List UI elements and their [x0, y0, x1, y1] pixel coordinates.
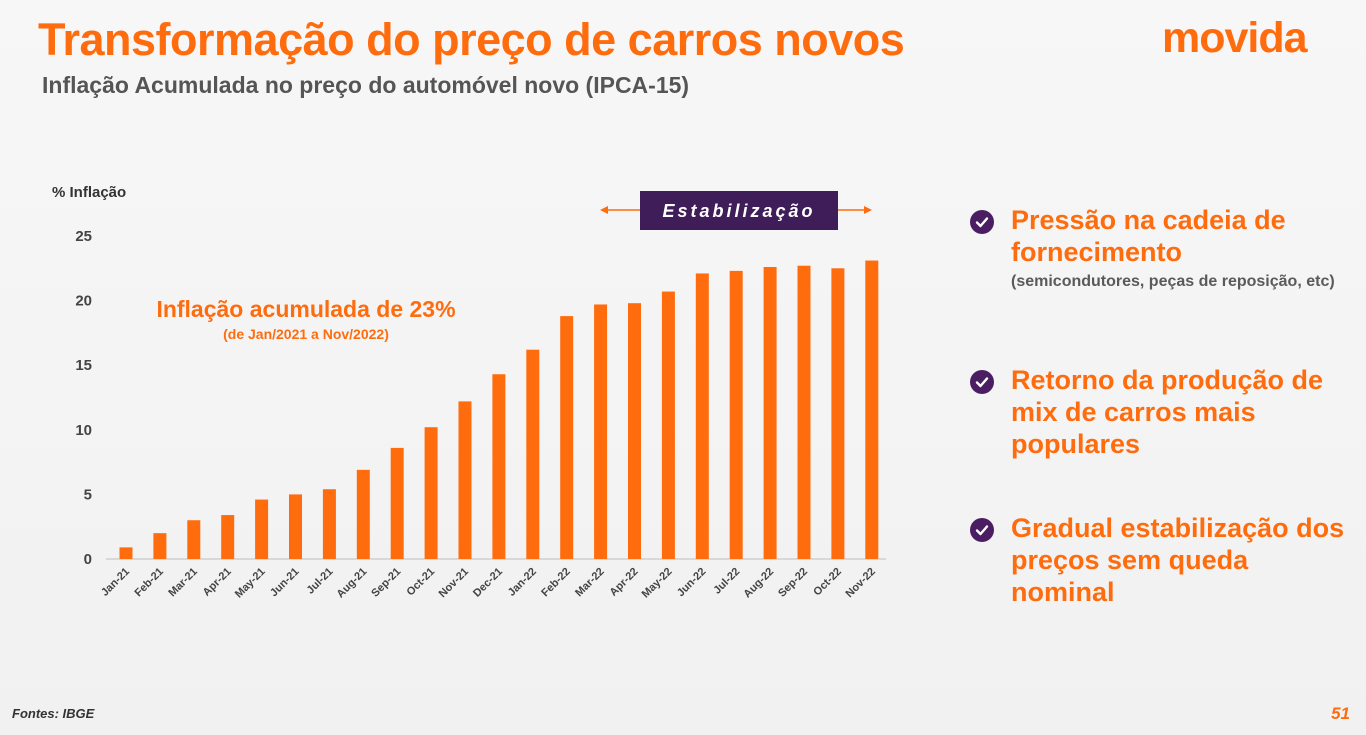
bar-aug-22: [763, 267, 777, 559]
x-tick-label: Jun-21: [268, 566, 302, 600]
bullet-title: Gradual estabilização dos preços sem que…: [1011, 513, 1345, 607]
x-tick-label: Jul-21: [305, 566, 336, 597]
x-tick-label: Mar-22: [573, 566, 607, 600]
x-tick-label: Sep-21: [369, 566, 403, 600]
bullet-title: Pressão na cadeia de fornecimento: [1011, 205, 1286, 267]
stabilization-right-arrowhead: [864, 206, 872, 214]
stabilization-box: [640, 191, 838, 230]
x-tick-label: Jul-22: [711, 566, 742, 597]
bar-apr-21: [221, 515, 235, 559]
x-tick-label: Mar-21: [166, 566, 200, 600]
bar-jan-21: [119, 547, 133, 559]
y-axis-label: % Inflação: [52, 184, 126, 201]
x-tick-label: Dec-21: [471, 566, 505, 600]
x-tick-label: May-21: [233, 566, 268, 601]
page-subtitle: Inflação Acumulada no preço do automóvel…: [42, 72, 690, 98]
stabilization-marker: Estabilização: [600, 191, 872, 230]
y-tick-label: 5: [84, 486, 92, 503]
x-tick-label: Jan-22: [506, 566, 539, 599]
bar-jul-22: [729, 270, 743, 559]
check-circle-icon: [970, 210, 994, 234]
bar-jun-21: [289, 494, 302, 559]
check-circle-icon: [970, 370, 994, 394]
inflation-bar-chart: % Inflação 0 5 10 15 20 25 Jan-21 Feb-21 Mar-21…: [52, 184, 886, 601]
bar-may-22: [661, 291, 675, 559]
bar-apr-22: [628, 303, 641, 559]
bar-may-21: [255, 499, 269, 559]
x-tick-label: Feb-21: [132, 566, 166, 600]
bar-jun-22: [695, 273, 709, 559]
bar-dec-21: [492, 374, 506, 559]
bar-nov-22: [865, 260, 879, 559]
bar-feb-22: [560, 316, 574, 559]
bar-mar-22: [594, 304, 608, 559]
x-tick-label: Aug-21: [335, 566, 370, 601]
x-tick-label: Sep-22: [776, 566, 810, 600]
x-tick-label: Nov-22: [843, 566, 877, 600]
y-tick-label: 10: [75, 422, 92, 439]
page-number: 51: [1331, 704, 1350, 723]
y-tick-label: 15: [75, 357, 92, 374]
bar-aug-21: [356, 469, 370, 559]
bar-oct-21: [424, 427, 438, 559]
x-tick-label: Jun-22: [675, 566, 709, 600]
stabilization-label: Estabilização: [662, 201, 815, 221]
x-tick-label: Jan-21: [99, 566, 132, 599]
x-tick-label: Apr-22: [607, 566, 640, 599]
brand-logo: movida: [1162, 14, 1308, 62]
annotation-title: Inflação acumulada de 23%: [156, 296, 455, 322]
x-tick-label: May-22: [640, 566, 675, 601]
bar-sep-21: [390, 447, 404, 559]
stabilization-left-arrowhead: [600, 206, 608, 214]
y-tick-label: 25: [75, 228, 92, 245]
x-axis-ticks: Jan-21 Feb-21 Mar-21 Apr-21 May-21 Jun-21 Jul-…: [99, 566, 878, 601]
x-tick-label: Oct-22: [811, 566, 844, 599]
bullet-note: (semicondutores, peças de reposição, etc…: [1011, 273, 1335, 290]
x-tick-label: Apr-21: [201, 566, 234, 599]
bar-jul-21: [322, 489, 336, 559]
bar-oct-22: [831, 268, 845, 559]
x-tick-label: Aug-22: [741, 566, 776, 601]
annotation-subtitle: (de Jan/2021 a Nov/2022): [223, 326, 389, 342]
y-tick-label: 0: [84, 551, 92, 568]
x-tick-label: Oct-21: [405, 566, 438, 599]
x-tick-label: Nov-21: [437, 566, 471, 600]
page-title: Transformação do preço de carros novos: [38, 14, 905, 65]
check-circle-icon: [970, 518, 994, 542]
bar-nov-21: [458, 401, 472, 559]
bars-group: [119, 260, 879, 559]
bar-mar-21: [187, 520, 201, 559]
y-tick-label: 20: [75, 293, 92, 310]
x-tick-label: Feb-22: [539, 566, 573, 600]
y-axis-ticks: 0 5 10 15 20 25: [75, 228, 92, 568]
bullet-title: Retorno da produção de mix de carros mai…: [1011, 365, 1324, 459]
bar-sep-22: [797, 265, 811, 559]
bar-feb-21: [153, 533, 167, 559]
bar-jan-22: [526, 349, 540, 559]
source-note: Fontes: IBGE: [12, 706, 95, 721]
